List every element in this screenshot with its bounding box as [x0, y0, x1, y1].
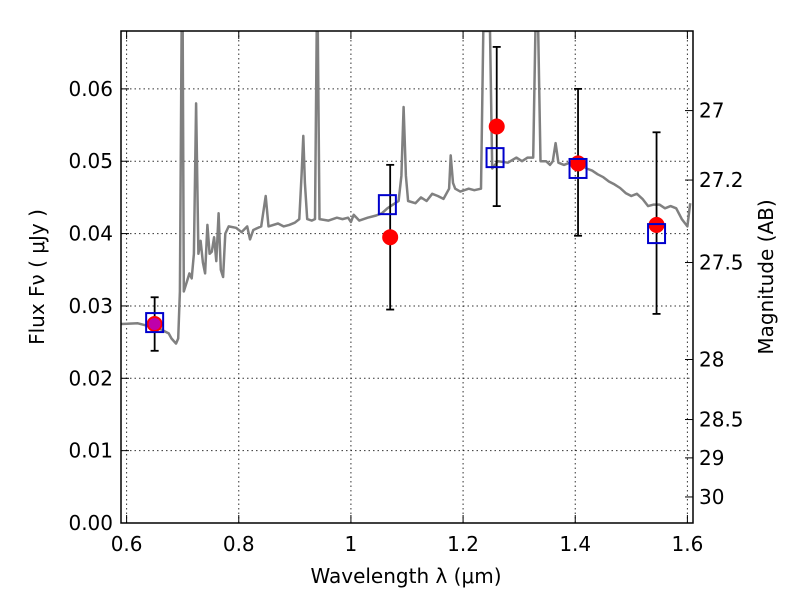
- y-tick-label: 0.04: [68, 222, 113, 246]
- x-tick-label: 1: [345, 532, 358, 556]
- spectrum-line: [121, 31, 692, 345]
- x-tick-label: 0.6: [111, 532, 143, 556]
- x-tick-label: 1.2: [447, 532, 479, 556]
- y2-tick-label: 30: [699, 485, 724, 509]
- model-point: [647, 223, 667, 245]
- y-tick-label: 0.05: [68, 149, 113, 173]
- y-tick-label: 0.06: [68, 77, 113, 101]
- y2-tick-label: 27.5: [699, 251, 744, 275]
- axis-ticks: 0.6 0.8 1 1.2 1.4 1.6 0.00 0.01 0.02 0.03 0.04 0.05…: [68, 31, 744, 556]
- y-axis-label: Flux Fν ( μJy ): [25, 209, 49, 345]
- x-tick-label: 0.8: [223, 532, 255, 556]
- model-point: [485, 147, 505, 169]
- x-axis-label: Wavelength λ (μm): [310, 564, 501, 588]
- y-tick-label: 0.03: [68, 294, 113, 318]
- x-tick-label: 1.6: [671, 532, 703, 556]
- y2-tick-label: 28: [699, 347, 724, 371]
- y2-tick-label: 27.2: [699, 168, 744, 192]
- y2-tick-label: 27: [699, 99, 724, 123]
- plot-frame: [120, 30, 694, 524]
- x-tick-label: 1.4: [559, 532, 591, 556]
- plot-area: [121, 31, 692, 352]
- y2-axis-label: Magnitude (AB): [754, 199, 778, 354]
- model-point: [568, 157, 588, 179]
- observed-point: [382, 229, 399, 246]
- y-tick-label: 0.02: [68, 366, 113, 390]
- observed-point: [488, 118, 505, 135]
- model-point: [145, 312, 165, 334]
- overlap-point: [148, 318, 161, 331]
- grid: [121, 31, 693, 523]
- model-point: [377, 194, 397, 216]
- y2-tick-label: 29: [699, 446, 724, 470]
- y-tick-label: 0.00: [68, 511, 113, 535]
- y2-tick-label: 28.5: [699, 408, 744, 432]
- y-tick-label: 0.01: [68, 439, 113, 463]
